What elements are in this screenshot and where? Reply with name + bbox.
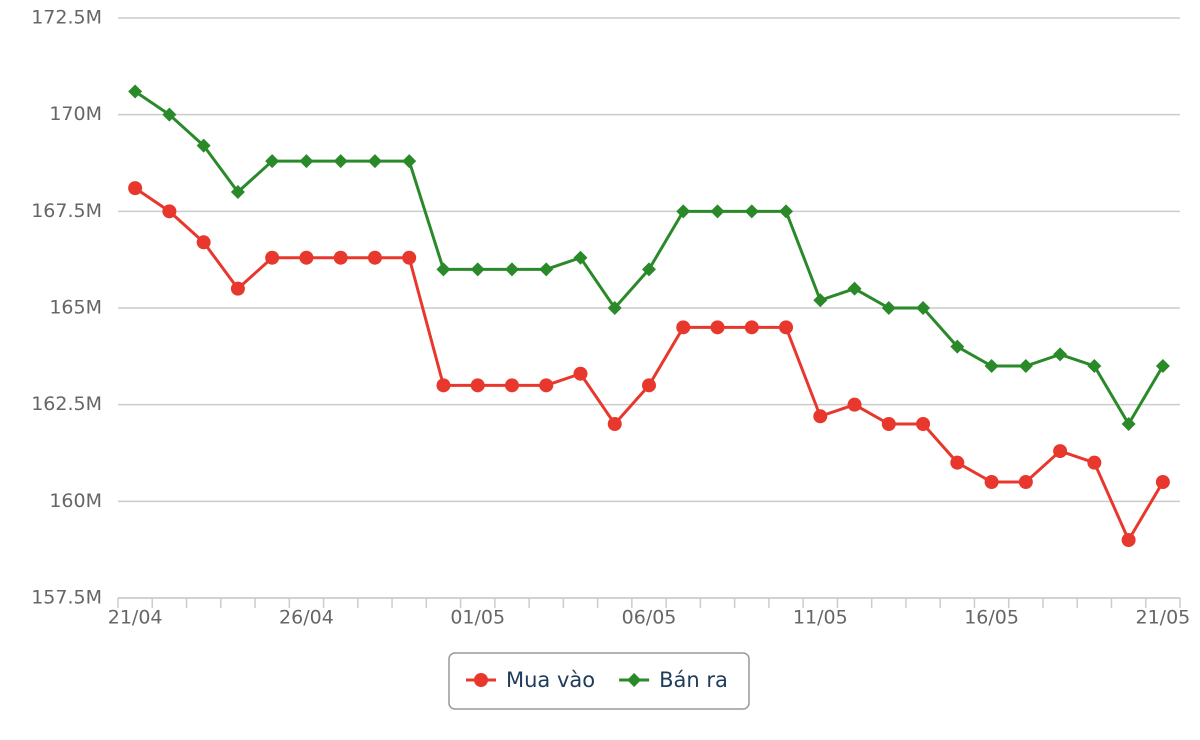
point — [847, 281, 862, 296]
x-tick-label: 16/05 — [964, 607, 1019, 629]
point — [265, 250, 280, 265]
point — [539, 378, 554, 393]
point — [1018, 475, 1033, 489]
point — [950, 339, 965, 354]
y-tick-label: 157.5M — [31, 587, 102, 609]
point — [265, 154, 280, 169]
series-line — [134, 186, 1165, 544]
point — [1087, 455, 1102, 470]
x-tick-label: 26/04 — [279, 607, 334, 629]
y-tick-label: 172.5M — [31, 7, 102, 29]
point — [984, 359, 999, 373]
point — [950, 455, 965, 470]
x-tick-label: 21/05 — [1135, 607, 1190, 629]
point — [299, 250, 314, 265]
legend-box — [448, 652, 750, 710]
point — [504, 378, 519, 393]
point — [984, 475, 999, 489]
point — [607, 417, 622, 431]
point — [573, 250, 588, 265]
y-tick-label: 170M — [49, 103, 102, 125]
point — [333, 250, 348, 265]
point — [539, 262, 554, 277]
point — [813, 293, 828, 308]
x-tick-label: 11/05 — [793, 607, 848, 629]
point — [744, 204, 759, 219]
point — [676, 204, 691, 219]
legend-label: Mua vào — [506, 668, 595, 692]
point — [436, 378, 451, 393]
x-tick-label: 06/05 — [622, 607, 677, 629]
y-tick-label: 165M — [49, 297, 102, 319]
point — [710, 320, 725, 335]
point — [813, 409, 828, 424]
point — [881, 417, 896, 431]
legend-label: Bán ra — [659, 668, 728, 692]
point — [916, 301, 931, 315]
y-tick-label: 160M — [49, 490, 102, 512]
point — [779, 320, 794, 335]
point — [196, 138, 211, 153]
point — [436, 262, 451, 277]
point — [916, 417, 931, 431]
point — [1087, 359, 1102, 373]
point — [367, 154, 382, 169]
point — [1155, 475, 1170, 489]
point — [470, 262, 485, 277]
point — [504, 262, 519, 277]
point — [627, 673, 642, 687]
point — [1018, 359, 1033, 373]
point — [128, 181, 143, 196]
point — [573, 366, 588, 381]
point — [162, 107, 177, 122]
point — [847, 397, 862, 412]
point — [1155, 359, 1170, 373]
point — [1121, 417, 1136, 431]
point — [744, 320, 759, 335]
point — [881, 301, 896, 315]
point — [128, 84, 143, 99]
point — [642, 262, 656, 277]
point — [402, 250, 417, 265]
y-tick-label: 162.5M — [31, 393, 102, 415]
point — [676, 320, 691, 335]
point — [333, 154, 348, 169]
point — [710, 204, 725, 219]
point — [607, 301, 622, 315]
point — [1121, 533, 1136, 547]
point — [474, 673, 488, 687]
y-tick-label: 167.5M — [31, 200, 102, 222]
point — [230, 281, 245, 296]
x-tick-label: 01/05 — [450, 607, 505, 629]
point — [642, 378, 656, 393]
x-tick-label: 21/04 — [108, 607, 163, 629]
point — [779, 204, 794, 219]
point — [299, 154, 314, 169]
point — [367, 250, 382, 265]
point — [162, 204, 177, 219]
point — [470, 378, 485, 393]
point — [230, 185, 245, 199]
point — [1053, 444, 1068, 459]
point — [402, 154, 417, 169]
point — [196, 235, 211, 250]
point — [1053, 347, 1068, 362]
